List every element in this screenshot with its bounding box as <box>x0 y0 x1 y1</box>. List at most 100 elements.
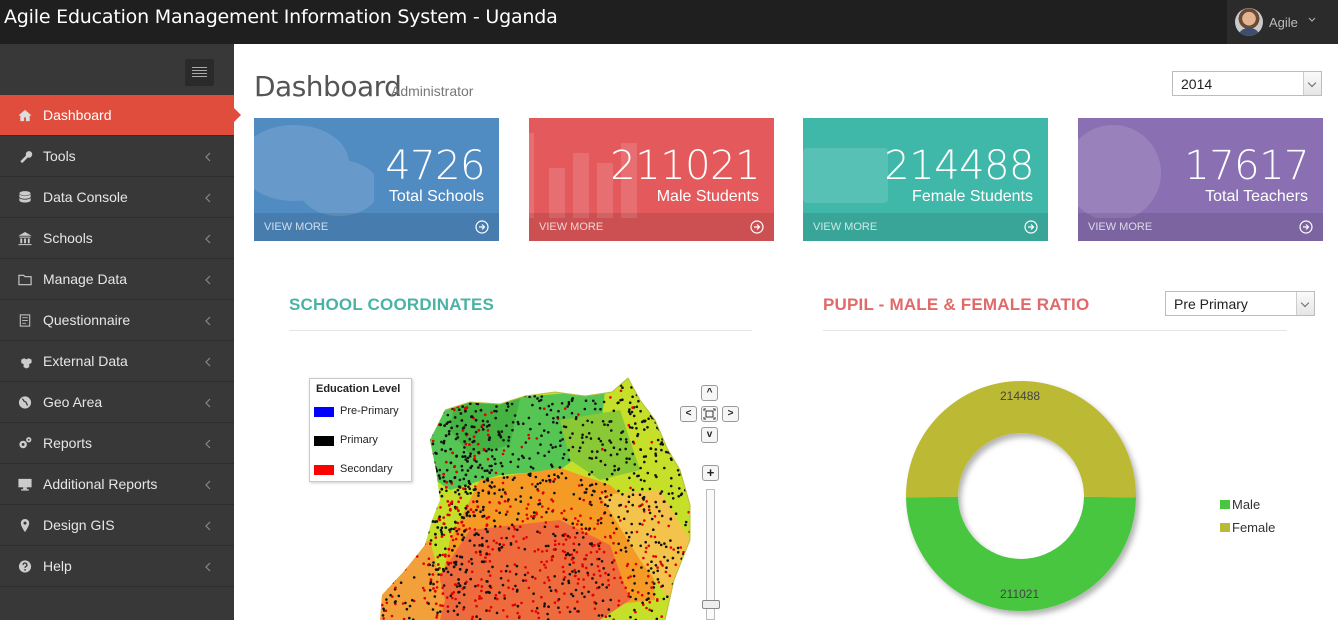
chevron-left-icon <box>205 152 211 162</box>
desktop-icon <box>18 478 32 491</box>
legend-label: Female <box>1232 520 1276 535</box>
legend-label: Secondary <box>340 463 393 475</box>
map-legend: Education Level Pre-Primary Primary Seco… <box>309 378 412 482</box>
menu-bar-icon <box>192 73 207 74</box>
sidebar-item-external-data[interactable]: External Data <box>0 341 234 382</box>
sidebar-item-additional-reports[interactable]: Additional Reports <box>0 464 234 505</box>
pupil-ratio-title: PUPIL - MALE & FEMALE RATIO <box>823 295 1090 314</box>
chevron-left-icon <box>205 275 211 285</box>
donut-value-label: 214488 <box>1000 389 1041 403</box>
pan-left-button[interactable]: < <box>680 406 697 422</box>
sidebar-item-manage-data[interactable]: Manage Data <box>0 259 234 300</box>
arrow-circle-right-icon <box>1299 220 1313 234</box>
sidebar-item-data-console[interactable]: Data Console <box>0 177 234 218</box>
page-subtitle: Administrator <box>391 83 474 99</box>
view-more-link[interactable]: VIEW MORE <box>803 213 1048 241</box>
user-menu[interactable]: Agile <box>1227 0 1338 44</box>
view-more-link[interactable]: VIEW MORE <box>254 213 499 241</box>
globe-icon <box>1078 125 1161 218</box>
sidebar <box>0 44 234 620</box>
zoom-in-button[interactable]: + <box>702 465 719 481</box>
legend-item-secondary: Secondary <box>314 461 409 481</box>
arrow-circle-right-icon <box>750 220 764 234</box>
top-navbar: Agile Education Management Information S… <box>0 0 1338 44</box>
chevron-left-icon <box>205 234 211 244</box>
chevron-left-icon <box>205 193 211 203</box>
sidebar-item-label: Data Console <box>43 189 128 205</box>
stat-label: Female Students <box>912 188 1033 205</box>
page-title: Dashboard <box>254 70 402 103</box>
sidebar-toggle-button[interactable] <box>185 59 214 86</box>
donut-slice-female[interactable] <box>906 380 1136 498</box>
database-icon <box>19 191 31 203</box>
chevron-left-icon <box>205 562 211 572</box>
school-coordinates-title: SCHOOL COORDINATES <box>289 295 495 314</box>
stat-value: 214488 <box>884 143 1034 189</box>
stat-value: 211021 <box>610 143 760 189</box>
chevron-left-icon <box>205 398 211 408</box>
stat-value: 17617 <box>1184 143 1309 189</box>
chart-legend-item-male[interactable]: Male <box>1220 497 1260 512</box>
questionnaire-icon <box>19 314 31 327</box>
sidebar-item-tools[interactable]: Tools <box>0 136 234 177</box>
zoom-extent-button[interactable] <box>701 406 718 422</box>
desktop-icon <box>803 148 888 203</box>
sidebar-item-label: Help <box>43 558 72 574</box>
sidebar-item-geo-area[interactable]: Geo Area <box>0 382 234 423</box>
chart-legend-item-female[interactable]: Female <box>1220 520 1275 535</box>
stat-value: 4726 <box>385 143 485 189</box>
sidebar-item-label: Dashboard <box>43 107 112 123</box>
zoom-slider-handle[interactable] <box>702 600 720 609</box>
globe-icon <box>18 396 32 409</box>
sidebar-item-design-gis[interactable]: Design GIS <box>0 505 234 546</box>
app-title: Agile Education Management Information S… <box>4 6 558 28</box>
pupil-ratio-chart <box>900 375 1150 620</box>
legend-swatch <box>314 436 334 446</box>
sidebar-item-label: Design GIS <box>43 517 115 533</box>
pan-right-button[interactable]: > <box>722 406 739 422</box>
donut-chart <box>906 380 1136 611</box>
year-select[interactable]: 2014 <box>1172 71 1322 96</box>
view-more-link[interactable]: VIEW MORE <box>529 213 774 241</box>
avatar <box>1235 8 1263 36</box>
legend-swatch <box>1220 523 1230 532</box>
legend-swatch <box>1220 500 1230 509</box>
stat-card-female-students: 214488 Female Students VIEW MORE <box>803 118 1048 241</box>
view-more-link[interactable]: VIEW MORE <box>1078 213 1323 241</box>
sidebar-item-questionnaire[interactable]: Questionnaire <box>0 300 234 341</box>
sidebar-item-schools[interactable]: Schools <box>0 218 234 259</box>
sidebar-item-label: Geo Area <box>43 394 103 410</box>
menu-bar-icon <box>192 67 207 68</box>
legend-label: Pre-Primary <box>340 405 399 417</box>
sidebar-item-dashboard[interactable]: Dashboard <box>0 95 241 136</box>
donut-value-label: 211021 <box>1000 587 1040 601</box>
view-more-label: VIEW MORE <box>264 221 329 233</box>
donut-slice-male[interactable] <box>906 496 1136 611</box>
legend-label: Primary <box>340 434 378 446</box>
divider <box>823 330 1287 331</box>
institution-icon <box>18 231 32 246</box>
menu-bar-icon <box>192 70 207 71</box>
sidebar-item-reports[interactable]: Reports <box>0 423 234 464</box>
pan-down-button[interactable]: v <box>701 427 718 443</box>
chevron-left-icon <box>205 439 211 449</box>
cubes-icon <box>21 358 32 369</box>
chevron-left-icon <box>205 521 211 531</box>
legend-item-pre-primary: Pre-Primary <box>314 403 409 423</box>
cogs-icon <box>19 437 32 449</box>
view-more-label: VIEW MORE <box>1088 221 1153 233</box>
sidebar-item-help[interactable]: Help <box>0 546 234 587</box>
level-select[interactable]: Pre Primary <box>1165 291 1315 316</box>
stat-card-total-teachers: 17617 Total Teachers VIEW MORE <box>1078 118 1323 241</box>
question-circle-icon <box>18 560 32 573</box>
menu-bar-icon <box>192 76 207 77</box>
chevron-left-icon <box>205 357 211 367</box>
chevron-down-icon <box>1296 292 1314 315</box>
chevron-left-icon <box>205 480 211 490</box>
fullscreen-icon <box>703 408 716 420</box>
comments-icon <box>254 125 374 216</box>
pan-up-button[interactable]: ^ <box>701 385 718 401</box>
chevron-down-icon <box>1303 72 1321 95</box>
chevron-down-icon <box>1308 17 1316 22</box>
view-more-label: VIEW MORE <box>539 221 604 233</box>
